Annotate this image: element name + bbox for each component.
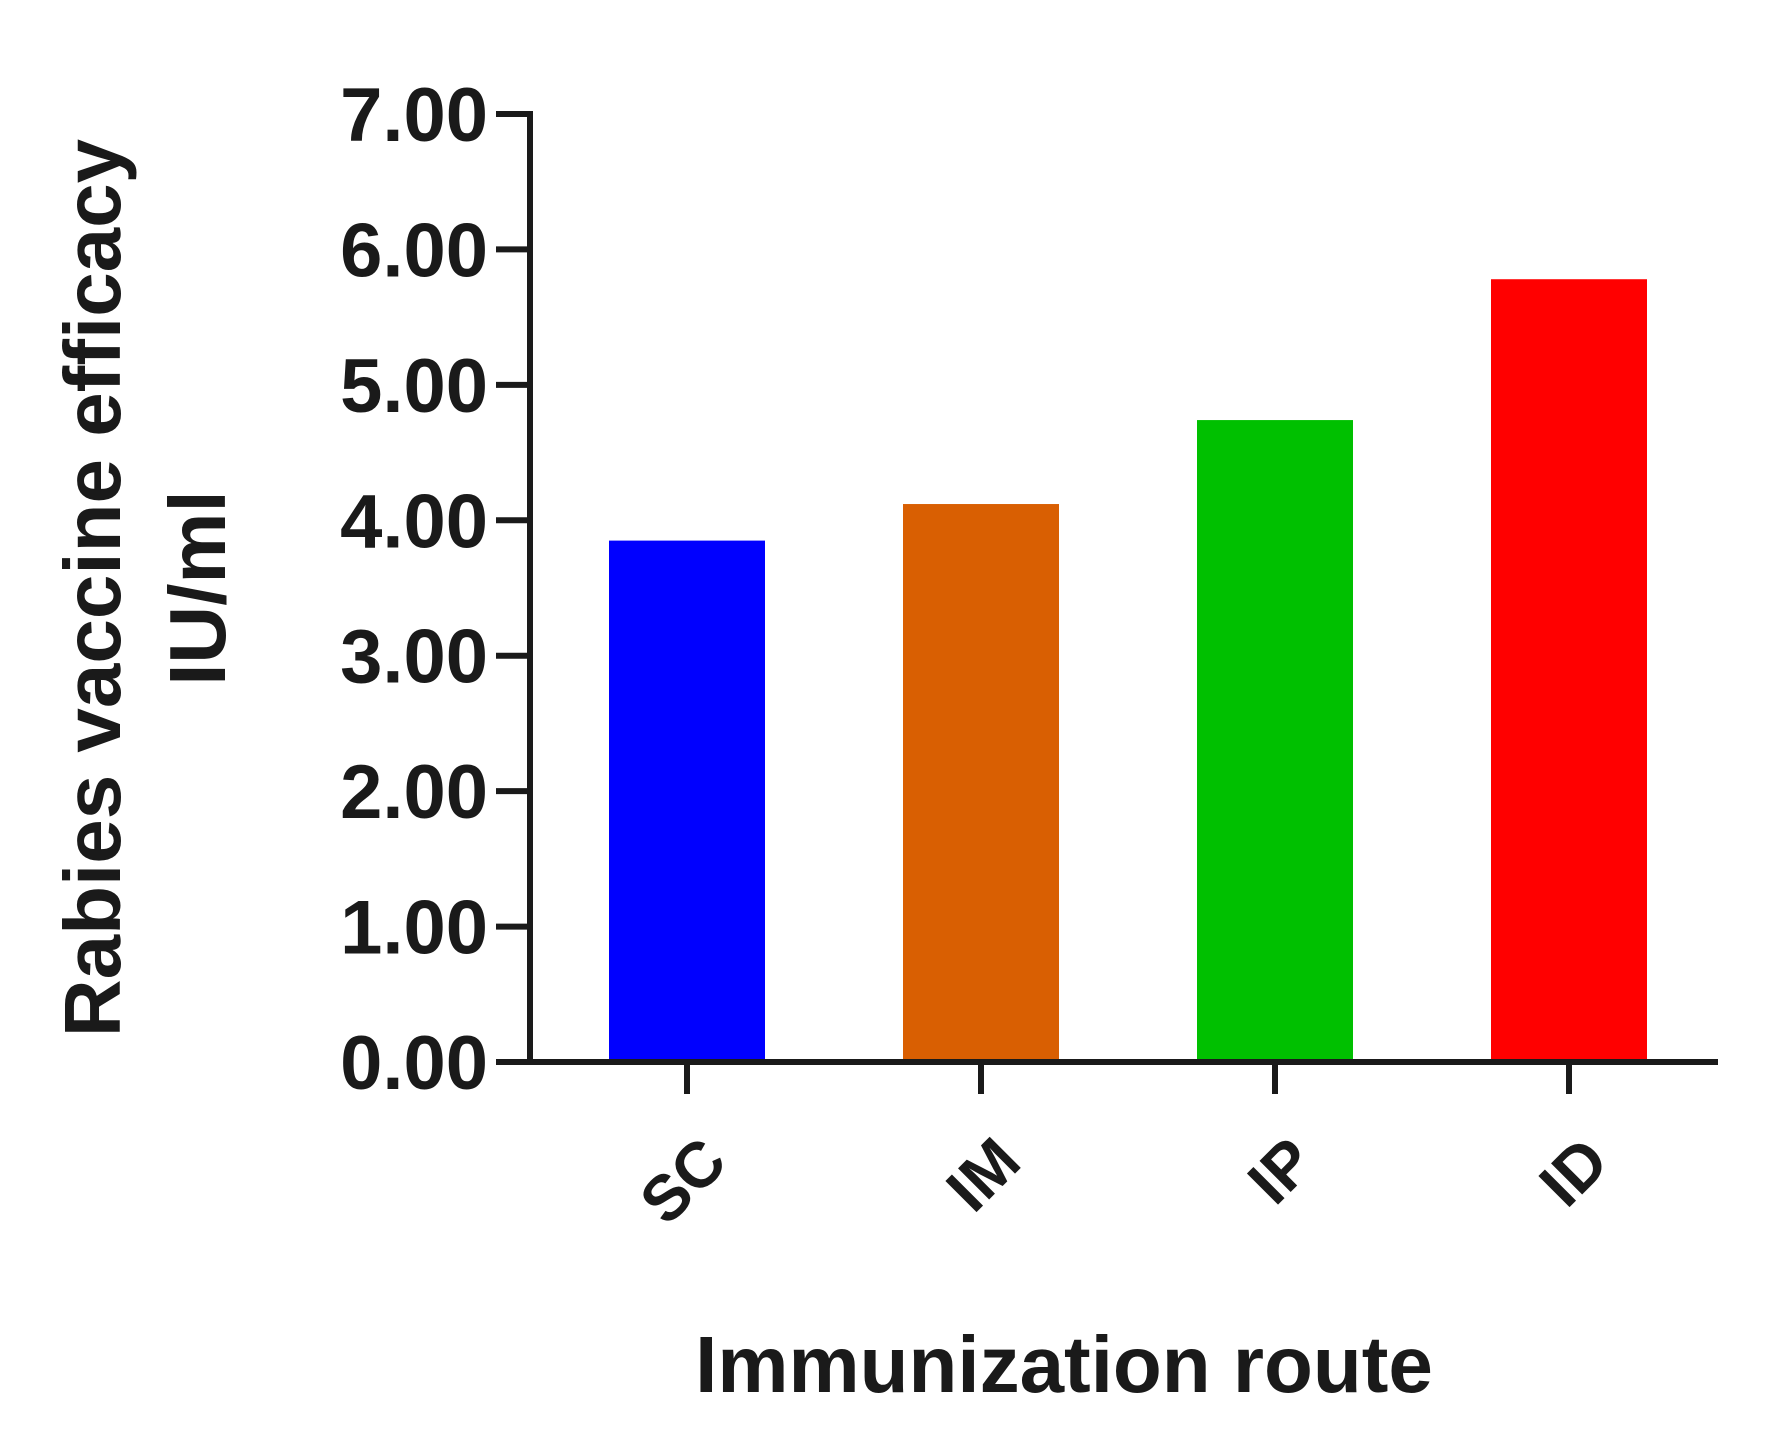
x-tick-label-im: IM xyxy=(933,1124,1034,1225)
y-tick-label: 1.00 xyxy=(340,886,488,971)
axes-layer xyxy=(527,111,1718,1065)
y-tick-label: 4.00 xyxy=(340,479,488,564)
y-tick-label: 6.00 xyxy=(340,208,488,293)
y-tick-label: 7.00 xyxy=(340,73,488,158)
bar-im xyxy=(903,504,1059,1062)
y-tick-label: 3.00 xyxy=(340,615,488,700)
x-tick-label-id: ID xyxy=(1526,1124,1622,1220)
x-axis-title: Immunization route xyxy=(695,1320,1433,1409)
y-tick-label: 5.00 xyxy=(340,344,488,429)
y-ticks: 0.00 1.00 2.00 3.00 4.00 5.00 6.00 7.00 xyxy=(340,73,530,1106)
bar-sc xyxy=(609,540,765,1062)
y-tick-label: 0.00 xyxy=(340,1021,488,1106)
x-tick-label-sc: SC xyxy=(626,1124,740,1238)
y-axis-title-line-1: Rabies vaccine efficacy xyxy=(48,138,137,1037)
bar-id xyxy=(1491,279,1647,1062)
bars-layer xyxy=(609,279,1647,1062)
x-tick-label-ip: IP xyxy=(1234,1124,1328,1218)
bar-ip xyxy=(1197,420,1353,1062)
y-axis-title-line-2: IU/ml xyxy=(153,490,242,686)
y-tick-label: 2.00 xyxy=(340,750,488,835)
x-ticks: SC IM IP ID xyxy=(626,1062,1622,1238)
